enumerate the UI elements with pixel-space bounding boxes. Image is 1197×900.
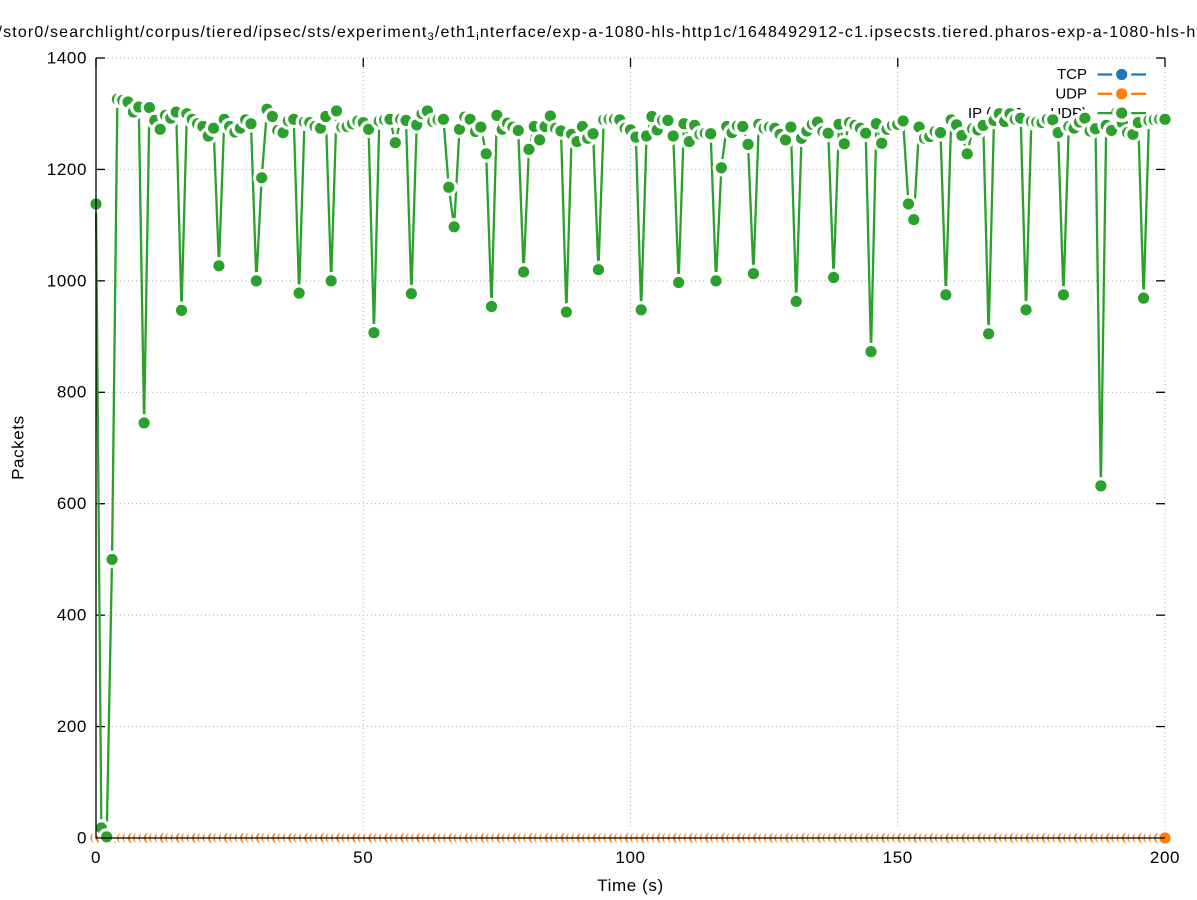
svg-text:200: 200: [1150, 848, 1180, 867]
svg-text:1400: 1400: [47, 48, 87, 67]
svg-text:150: 150: [883, 848, 913, 867]
svg-text:/stor0/searchlight/corpus/tier: /stor0/searchlight/corpus/tiered/ipsec/s…: [0, 24, 1197, 43]
svg-text:Packets: Packets: [9, 415, 28, 480]
svg-text:200: 200: [57, 717, 87, 736]
svg-text:800: 800: [57, 383, 87, 402]
svg-text:Time (s): Time (s): [597, 876, 664, 895]
svg-text:1200: 1200: [47, 160, 87, 179]
svg-text:0: 0: [77, 828, 87, 847]
svg-text:TCP: TCP: [1057, 66, 1087, 83]
svg-text:UDP: UDP: [1055, 86, 1087, 103]
svg-text:600: 600: [57, 494, 87, 513]
svg-text:0: 0: [91, 848, 101, 867]
svg-text:1000: 1000: [47, 271, 87, 290]
svg-text:400: 400: [57, 606, 87, 625]
svg-text:100: 100: [615, 848, 645, 867]
svg-text:50: 50: [353, 848, 373, 867]
